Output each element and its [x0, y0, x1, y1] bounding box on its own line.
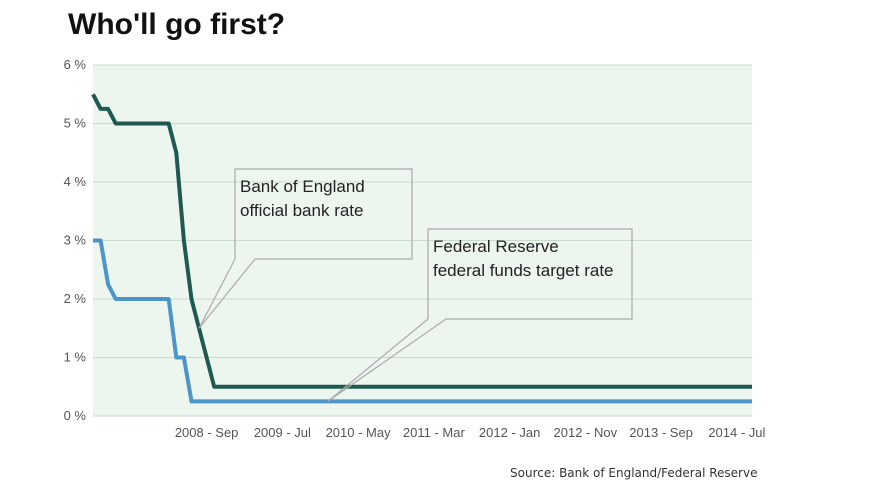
series-line-boe	[91, 93, 752, 389]
y-tick-label: 6 %	[64, 57, 87, 72]
source-note: Source: Bank of England/Federal Reserve	[510, 466, 758, 480]
x-tick-label: 2010 - May	[326, 425, 392, 440]
callout-boe: Bank of England official bank rate	[198, 168, 413, 329]
y-axis-ticks: 0 % 1 % 2 % 3 % 4 % 5 % 6 %	[64, 57, 87, 423]
x-tick-label: 2008 - Sep	[175, 425, 239, 440]
x-tick-label: 2012 - Nov	[554, 425, 618, 440]
y-tick-label: 3 %	[64, 233, 87, 248]
series-line-fed	[93, 238, 752, 404]
x-tick-label: 2011 - Mar	[403, 425, 466, 440]
callout-pointer	[327, 318, 447, 402]
grid-lines	[93, 64, 752, 417]
x-tick-label: 2012 - Jan	[479, 425, 540, 440]
annotations: Bank of England official bank rate Federal…	[198, 168, 633, 402]
x-tick-label: 2013 - Sep	[629, 425, 693, 440]
y-tick-label: 5 %	[64, 116, 87, 131]
y-tick-label: 4 %	[64, 174, 87, 189]
callout-text: official bank rate	[240, 201, 363, 220]
x-axis-ticks: 2008 - Sep 2009 - Jul 2010 - May 2011 - Mar…	[175, 425, 766, 440]
x-tick-label: 2014 - Jul	[708, 425, 765, 440]
callout-box	[427, 228, 633, 320]
y-tick-label: 1 %	[64, 350, 87, 365]
chart-title: Who'll go first?	[68, 8, 286, 41]
callout-pointer	[198, 258, 256, 329]
callout-text: Bank of England	[240, 177, 365, 196]
callout-fed: Federal Reserve federal funds target rate	[327, 228, 633, 402]
x-tick-label: 2009 - Jul	[254, 425, 311, 440]
callout-text: federal funds target rate	[433, 261, 614, 280]
y-tick-label: 0 %	[64, 408, 87, 423]
series-lines	[91, 93, 752, 404]
callout-text: Federal Reserve	[433, 237, 559, 256]
y-tick-label: 2 %	[64, 291, 87, 306]
callout-box	[234, 168, 413, 260]
